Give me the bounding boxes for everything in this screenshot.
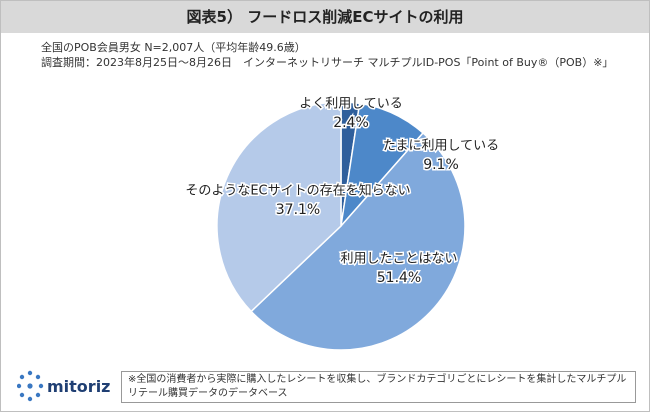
note: 全国のPOB会員男女 N=2,007人（平均年齢49.6歳） xyxy=(41,41,306,54)
value-label: 51.4% xyxy=(377,270,421,286)
pie-slice xyxy=(216,101,342,313)
value-label: 37.1% xyxy=(276,202,320,218)
note: 調査期間：2023年8月25日～8月26日 インターネットリサーチ マルチプルI… xyxy=(41,56,614,69)
slice-label: 利用したことはない xyxy=(340,252,457,267)
logo: mitoriz xyxy=(17,370,110,402)
slice-label: そのようなECサイトの存在を知らない xyxy=(185,183,410,199)
slice-label: よく利用している xyxy=(299,97,403,112)
slice-label: たまに利用している xyxy=(383,139,499,154)
logo-text: mitoriz xyxy=(47,377,110,396)
chart-title: 図表5） フードロス削減ECサイトの利用 xyxy=(1,1,649,33)
value-label: 2.4% xyxy=(333,115,369,131)
footnote: ※全国の消費者から実際に購入したレシートを収集し、ブランドカテゴリごとにレシート… xyxy=(121,371,636,403)
value-label: 9.1% xyxy=(423,157,459,173)
pie-slice xyxy=(250,131,466,351)
